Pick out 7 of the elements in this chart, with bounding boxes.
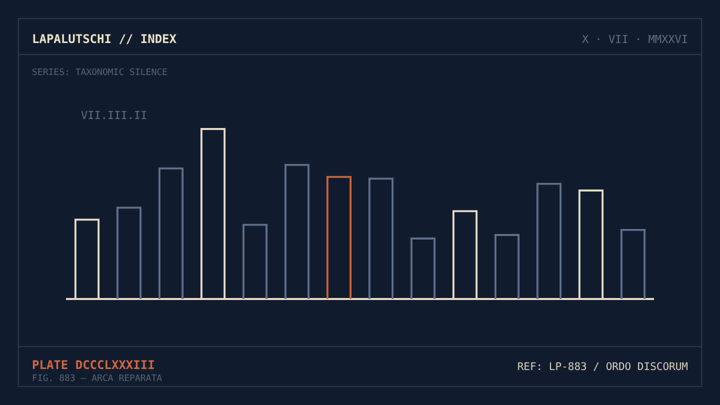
chart-subtitle: SERIES: TAXONOMIC SILENCE (32, 68, 168, 78)
text: PLATE DCCCLXXXIII (32, 358, 155, 372)
text: X · VII · MMXXVI (582, 33, 688, 46)
caption: FIG. 883 — ARCA REPARATA (32, 374, 162, 384)
chart-title: LAPALUTSCHI // INDEX (32, 32, 176, 46)
text: VII.III.II (81, 109, 148, 122)
text: REF: LP-883 / ORDO DISCORUM (517, 361, 688, 373)
